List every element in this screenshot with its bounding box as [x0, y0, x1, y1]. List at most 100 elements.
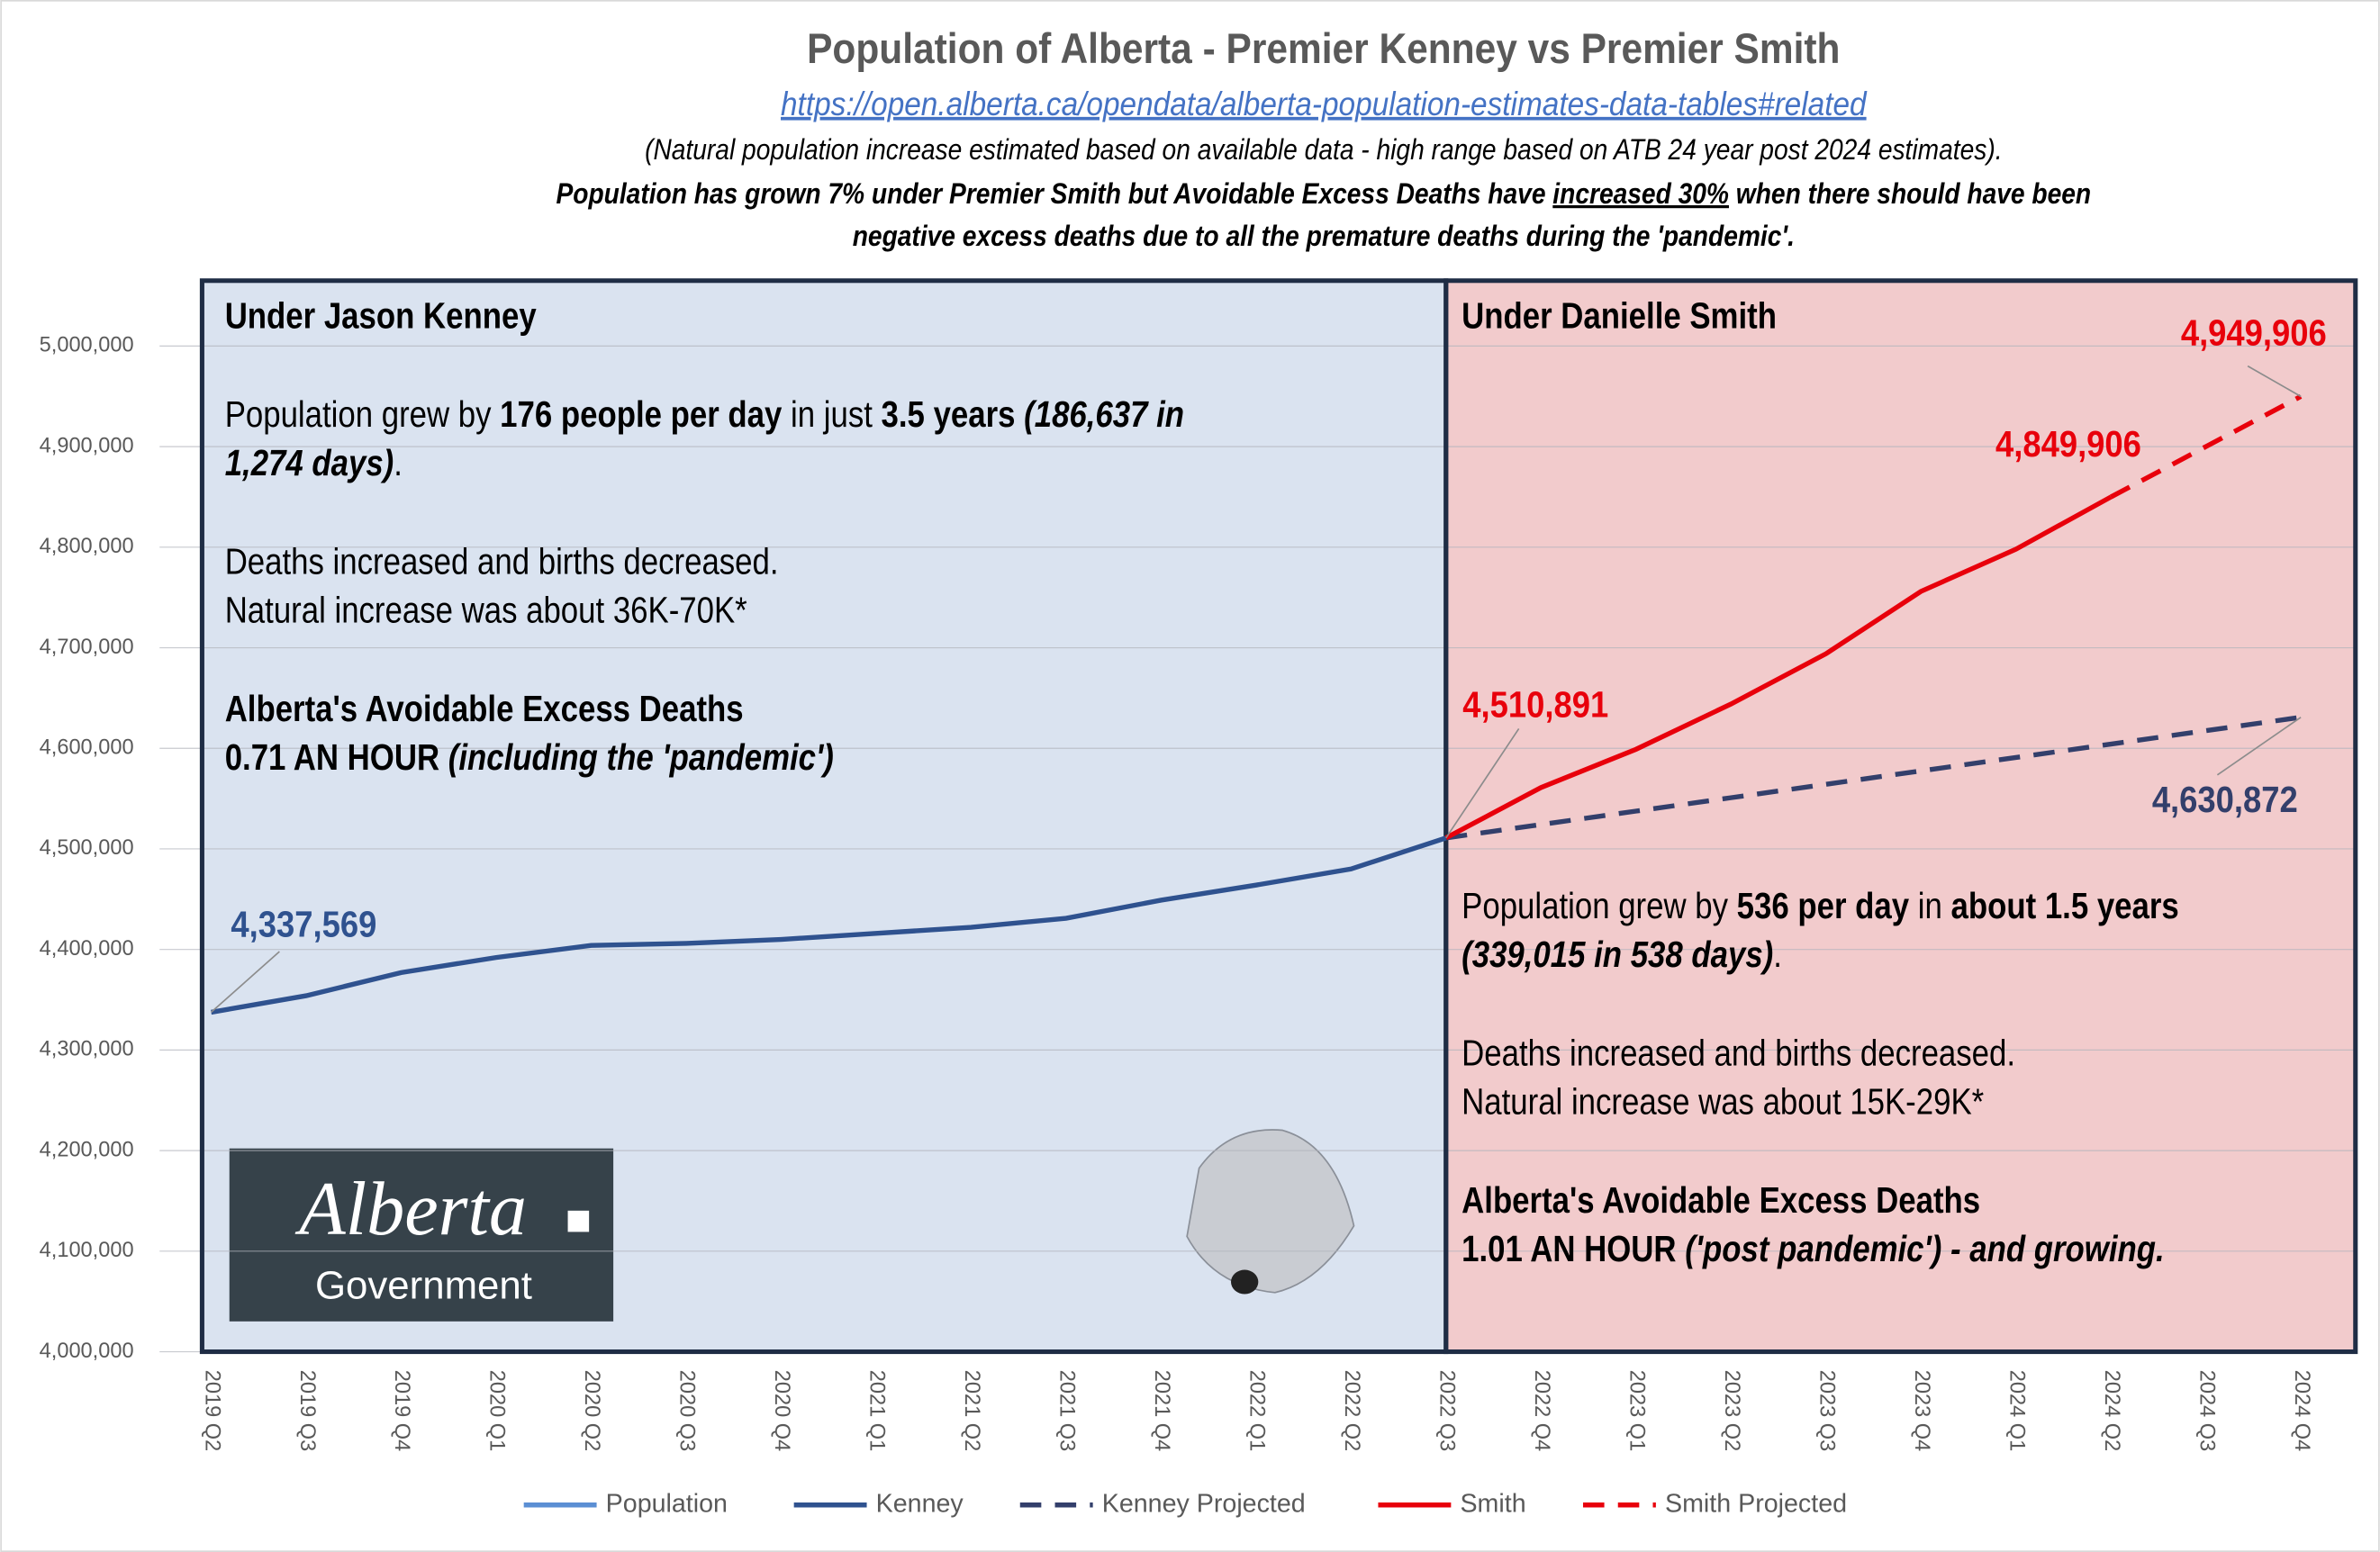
logo-mark — [567, 1210, 590, 1232]
rich-text: Natural increase was about 36K-70K* — [225, 590, 747, 630]
text-line: Population grew by 176 people per day in… — [225, 394, 1184, 435]
text-run: Population grew by — [225, 394, 500, 435]
x-tick-label: 2023 Q2 — [1721, 1370, 1744, 1451]
rich-text: Population has grown 7% under Premier Sm… — [556, 178, 2091, 210]
rich-text: Alberta's Avoidable Excess Deaths — [1461, 1180, 1980, 1221]
x-tick-label: 2024 Q4 — [2291, 1370, 2314, 1451]
source-link[interactable]: https://open.alberta.ca/opendata/alberta… — [781, 86, 1868, 122]
text-run: Deaths increased and births decreased. — [1461, 1033, 2015, 1073]
rich-text: Deaths increased and births decreased. — [1461, 1033, 2015, 1073]
series-line — [1444, 494, 2113, 841]
y-tick-label: 4,900,000 — [40, 433, 134, 456]
text-line: 1.01 AN HOUR ('post pandemic') - and gro… — [1461, 1229, 2165, 1269]
text-run: (186,637 in — [1015, 394, 1184, 435]
text-line: 0.71 AN HOUR (including the 'pandemic') — [225, 737, 834, 778]
text-run: Population grew by — [1461, 886, 1736, 926]
text-run: Natural increase was about 36K-70K* — [225, 590, 747, 630]
panel-heading: Under Jason Kenney — [225, 295, 537, 336]
leader-line — [2247, 365, 2302, 398]
series-line — [1445, 715, 2302, 841]
x-tick-label: 2019 Q3 — [296, 1370, 320, 1451]
y-tick-label: 4,100,000 — [40, 1238, 134, 1261]
text-line: Deaths increased and births decreased. — [1461, 1033, 2015, 1073]
series-line — [211, 835, 1447, 1015]
y-tick-label: 4,000,000 — [40, 1339, 134, 1362]
data-label: 4,949,906 — [2181, 313, 2327, 354]
text-line: Alberta's Avoidable Excess Deaths — [225, 689, 744, 729]
data-label: 4,510,891 — [1462, 685, 1608, 726]
rich-text: 1.01 AN HOUR ('post pandemic') - and gro… — [1461, 1229, 2165, 1269]
text-run: Deaths increased and births decreased. — [225, 541, 779, 582]
text-line: Population has grown 7% under Premier Sm… — [556, 178, 2091, 210]
text-run: increased 30% — [1552, 178, 1729, 210]
text-run: in just — [782, 394, 881, 435]
legend-label: Kenney Projected — [1102, 1489, 1306, 1518]
text-line: Alberta's Avoidable Excess Deaths — [1461, 1180, 1980, 1221]
x-tick-label: 2020 Q4 — [771, 1370, 794, 1451]
x-tick-label: 2022 Q1 — [1246, 1370, 1270, 1451]
chart-title: Population of Alberta - Premier Kenney v… — [807, 24, 1840, 73]
x-tick-label: 2021 Q2 — [961, 1370, 984, 1451]
text-line: negative excess deaths due to all the pr… — [853, 221, 1795, 252]
y-tick-label: 4,400,000 — [40, 936, 134, 960]
x-tick-label: 2020 Q3 — [676, 1370, 700, 1451]
panel-border — [1443, 278, 2358, 1355]
text-line: Population grew by 536 per day in about … — [1461, 886, 2179, 926]
rich-text: 0.71 AN HOUR (including the 'pandemic') — [225, 737, 834, 778]
text-run: Alberta's Avoidable Excess Deaths — [225, 689, 744, 729]
rich-text: Deaths increased and births decreased. — [225, 541, 779, 582]
text-run: about 1.5 years — [1950, 886, 2178, 926]
text-line: 1,274 days). — [225, 443, 403, 483]
data-label: 4,630,872 — [2152, 780, 2298, 820]
x-tick-label: 2019 Q2 — [201, 1370, 224, 1451]
text-run: Natural increase was about 15K-29K* — [1461, 1081, 1984, 1122]
data-label: 4,849,906 — [1995, 424, 2141, 465]
text-run: (including the 'pandemic') — [448, 737, 834, 778]
x-tick-label: 2024 Q2 — [2101, 1370, 2124, 1451]
rich-text: Natural increase was about 15K-29K* — [1461, 1081, 1984, 1122]
x-tick-label: 2021 Q1 — [866, 1370, 890, 1451]
rich-text: Population grew by 536 per day in about … — [1461, 886, 2179, 926]
rich-text: 1,274 days). — [225, 443, 403, 483]
text-run: Alberta's Avoidable Excess Deaths — [1461, 1180, 1980, 1221]
x-tick-label: 2024 Q1 — [2005, 1370, 2029, 1451]
logo: Alberta Government — [229, 1148, 614, 1322]
x-tick-label: 2023 Q4 — [1911, 1370, 1934, 1451]
logo-box — [229, 1148, 614, 1322]
x-tick-label: 2020 Q1 — [486, 1370, 510, 1451]
x-tick-label: 2022 Q4 — [1531, 1370, 1554, 1451]
text-run: . — [394, 443, 403, 483]
text-line: Deaths increased and births decreased. — [225, 541, 779, 582]
wolf-icon — [1186, 1129, 1355, 1295]
y-tick-label: 4,700,000 — [40, 635, 134, 658]
text-run: . — [1773, 934, 1782, 975]
rich-text: Population grew by 176 people per day in… — [225, 394, 1184, 435]
text-run: negative excess deaths due to all the pr… — [853, 221, 1795, 252]
logo-sub: Government — [315, 1263, 532, 1307]
rich-text: Alberta's Avoidable Excess Deaths — [225, 689, 744, 729]
logo-name: Alberta — [294, 1168, 527, 1251]
y-tick-label: 4,600,000 — [40, 735, 134, 758]
x-tick-label: 2022 Q2 — [1341, 1370, 1364, 1451]
x-tick-label: 2019 Q4 — [391, 1370, 414, 1451]
panel-heading: Under Danielle Smith — [1461, 295, 1777, 336]
x-tick-label: 2023 Q3 — [1815, 1370, 1839, 1451]
x-tick-label: 2020 Q2 — [581, 1370, 604, 1451]
x-tick-label: 2021 Q4 — [1151, 1370, 1174, 1451]
paw — [1231, 1269, 1259, 1295]
x-tick-label: 2021 Q3 — [1056, 1370, 1080, 1451]
x-tick-label: 2022 Q3 — [1436, 1370, 1460, 1451]
rich-text: negative excess deaths due to all the pr… — [853, 221, 1795, 252]
text-line: (339,015 in 538 days). — [1461, 934, 1782, 975]
text-run: when there should have been — [1729, 178, 2091, 210]
text-run: in — [1909, 886, 1950, 926]
data-label: 4,337,569 — [231, 905, 376, 945]
legend-label: Smith — [1460, 1489, 1525, 1518]
text-line: Natural increase was about 15K-29K* — [1461, 1081, 1984, 1122]
y-tick-label: 4,500,000 — [40, 835, 134, 859]
y-tick-label: 4,300,000 — [40, 1037, 134, 1060]
series-line — [2109, 393, 2303, 500]
text-run: 1.01 AN HOUR — [1461, 1229, 1685, 1269]
subtitle: (Natural population increase estimated b… — [645, 134, 2002, 166]
